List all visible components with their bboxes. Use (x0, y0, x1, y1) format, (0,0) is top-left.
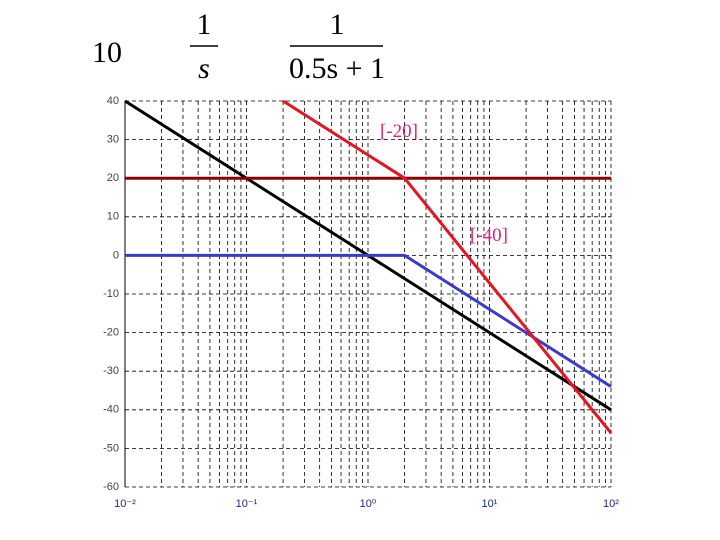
y-tick-label: 40 (107, 95, 119, 107)
x-tick-label: 10⁰ (360, 498, 377, 510)
x-tick-label: 10⁻² (114, 498, 136, 510)
formula-numerator: 1 (330, 8, 345, 41)
plot-area: -60 -50 -40 -30 -20 -10 0 10 20 30 40 10⁻² 10⁻¹ 10⁰ 10… (103, 95, 619, 510)
x-tick-label: 10² (603, 498, 619, 510)
x-tick-label: 10¹ (482, 498, 498, 510)
y-tick-label: -20 (103, 327, 119, 339)
y-tick-label: 20 (107, 172, 119, 184)
x-tick-label: 10⁻¹ (236, 498, 258, 510)
series-line (125, 253, 612, 388)
formula-constant: 10 (92, 36, 122, 69)
slope-annotation: [-40] (470, 225, 508, 246)
y-tick-label: 10 (107, 211, 119, 223)
y-tick-label: -30 (103, 365, 119, 377)
formula-numerator: 1 (197, 8, 212, 41)
formula-denominator: 0.5s + 1 (289, 52, 385, 85)
slope-annotation: [-20] (380, 121, 418, 142)
y-tick-label: 0 (113, 249, 119, 261)
formula-denominator: s (198, 52, 210, 85)
y-tick-label: -60 (103, 481, 119, 493)
y-tick-label: -40 (103, 404, 119, 416)
y-tick-label: -50 (103, 442, 119, 454)
y-tick-label: -10 (103, 288, 119, 300)
series-line (282, 99, 613, 434)
y-tick-label: 30 (107, 134, 119, 146)
